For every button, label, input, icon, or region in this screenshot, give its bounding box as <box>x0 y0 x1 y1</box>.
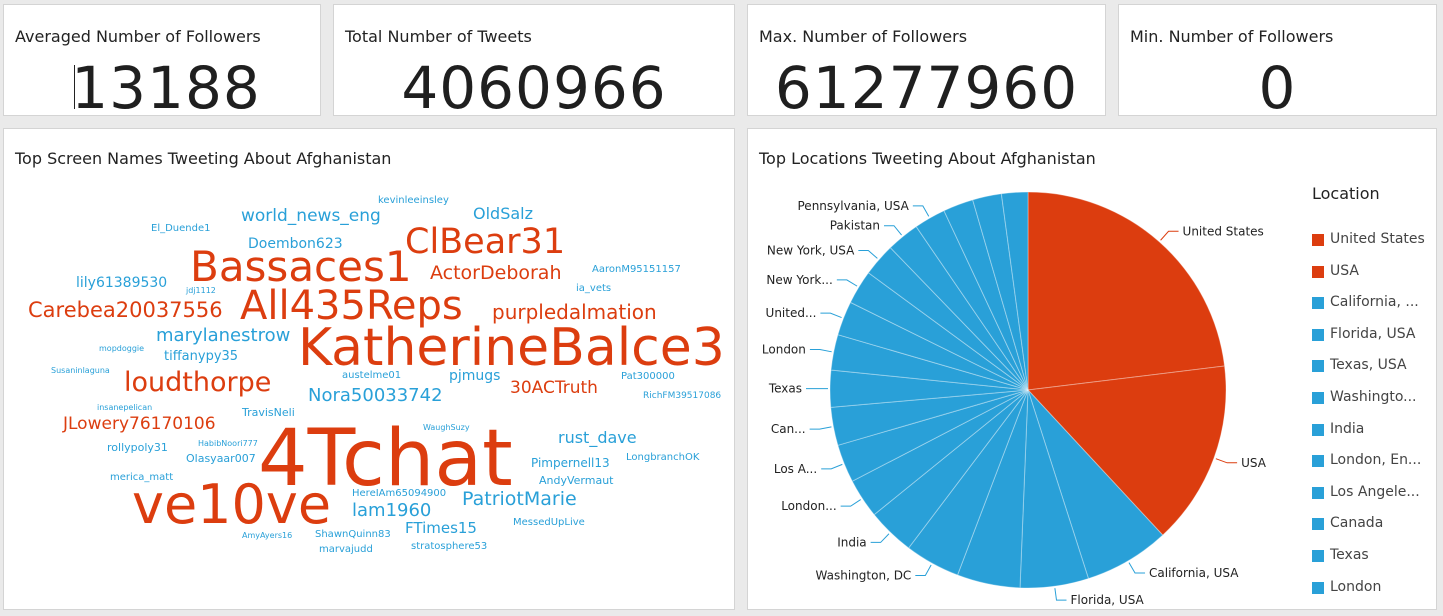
kpi-title: Averaged Number of Followers <box>15 27 261 46</box>
kpi-title: Max. Number of Followers <box>759 27 968 46</box>
wordcloud-word[interactable]: lily61389530 <box>76 275 168 291</box>
wordcloud-word[interactable]: jdj1112 <box>186 286 216 295</box>
wordcloud-word[interactable]: austelme01 <box>342 370 402 381</box>
kpi-card-total-tweets: Total Number of Tweets 4060966 <box>333 4 735 121</box>
legend-item[interactable]: India <box>1330 420 1365 437</box>
legend-item[interactable]: Los Angele... <box>1330 483 1420 500</box>
kpi-title: Total Number of Tweets <box>345 27 532 46</box>
wordcloud-word[interactable]: pjmugs <box>449 368 501 384</box>
wordcloud-word[interactable]: OldSalz <box>473 204 533 223</box>
wordcloud-word[interactable]: lam1960 <box>352 500 432 521</box>
legend-swatch <box>1312 550 1324 562</box>
legend-item[interactable]: Canada <box>1330 515 1384 532</box>
wordcloud-word[interactable]: HereIAm65094900 <box>352 488 447 499</box>
wordcloud-word[interactable]: tiffanypy35 <box>164 349 239 364</box>
wordcloud-word[interactable]: mopdoggie <box>99 344 145 353</box>
legend-swatch <box>1312 265 1324 278</box>
legend-swatch <box>1312 234 1324 246</box>
wordcloud-panel: Top Screen Names Tweeting About Afghanis… <box>3 128 735 610</box>
wordcloud-word[interactable]: KatherineBalce3 <box>298 318 725 378</box>
wordcloud-word[interactable]: RichFM39517086 <box>643 391 722 401</box>
wordcloud-word[interactable]: El_Duende1 <box>151 223 211 234</box>
wordcloud-word[interactable]: 4Tchat <box>258 414 513 504</box>
wordcloud-word[interactable]: All435Reps <box>240 283 463 329</box>
wordcloud-word[interactable]: AmyAyers16 <box>242 531 293 540</box>
wordcloud-word[interactable]: insanepelican <box>97 403 153 412</box>
kpi-value: 13188 <box>71 54 261 122</box>
wordcloud-word[interactable]: marvajudd <box>319 544 373 555</box>
wordcloud-word[interactable]: Nora50033742 <box>308 385 443 406</box>
wordcloud-word[interactable]: HabibNoori777 <box>198 439 258 448</box>
kpi-card-avg-followers: Averaged Number of Followers 13188 <box>3 4 321 121</box>
panel-title: Top Locations Tweeting About Afghanistan <box>759 149 1096 168</box>
wordcloud-word[interactable]: AndyVermaut <box>539 474 614 487</box>
legend-swatch <box>1312 455 1324 468</box>
kpi-value: 0 <box>1258 54 1297 122</box>
legend-swatch <box>1312 360 1324 373</box>
wordcloud-word[interactable]: JLowery76170106 <box>63 414 216 434</box>
wordcloud-word[interactable]: rollypoly31 <box>107 441 168 454</box>
wordcloud-word[interactable]: WaughSuzy <box>423 423 470 432</box>
wordcloud-word[interactable]: world_news_eng <box>241 206 381 226</box>
wordcloud-word[interactable]: PatriotMarie <box>462 488 577 510</box>
kpi-title: Min. Number of Followers <box>1130 27 1334 46</box>
wordcloud-word[interactable]: purpledalmation <box>492 300 657 324</box>
wordcloud-word[interactable]: ClBear31 <box>405 222 566 262</box>
wordcloud-word[interactable]: ActorDeborah <box>430 262 562 284</box>
wordcloud-word[interactable]: AaronM95151157 <box>592 264 681 275</box>
wordcloud-word[interactable]: Olasyaar007 <box>186 452 256 465</box>
wordcloud-word[interactable]: Doembon623 <box>248 236 343 252</box>
legend-item[interactable]: Texas, USA <box>1330 357 1407 374</box>
wordcloud-word[interactable]: ve10ve <box>132 473 332 536</box>
wordcloud-word[interactable]: marylanestrow <box>156 325 291 346</box>
wordcloud-word[interactable]: Pat300000 <box>621 371 675 382</box>
wordcloud-word[interactable]: loudthorpe <box>124 367 272 398</box>
kpi-card-max-followers: Max. Number of Followers 61277960 <box>747 4 1106 121</box>
wordcloud-word[interactable]: Pimpernell13 <box>531 456 610 470</box>
legend-item[interactable]: USA <box>1330 262 1359 279</box>
legend-swatch <box>1312 392 1324 404</box>
legend-swatch <box>1312 328 1324 341</box>
kpi-value: 4060966 <box>401 54 667 122</box>
wordcloud-word[interactable]: ia_vets <box>576 283 612 294</box>
wordcloud-word[interactable]: TravisNeli <box>242 406 295 419</box>
wordcloud-word[interactable]: merica_matt <box>110 472 174 483</box>
legend-item[interactable]: United States <box>1330 231 1425 247</box>
legend-swatch <box>1312 423 1324 436</box>
legend-item[interactable]: Washingto... <box>1330 389 1417 405</box>
wordcloud-word[interactable]: Bassaces1 <box>190 242 412 291</box>
wordcloud: 4Tchat KatherineBalce3 ve10ve All435Reps Bas… <box>28 195 725 555</box>
legend-swatch <box>1312 518 1324 531</box>
wordcloud-word[interactable]: Carebea20037556 <box>28 298 223 322</box>
legend-title: Location <box>1312 184 1380 203</box>
legend-item[interactable]: California, ... <box>1330 294 1419 311</box>
legend-swatch <box>1312 486 1324 499</box>
legend-item[interactable]: Florida, USA <box>1330 325 1416 342</box>
wordcloud-word[interactable]: Susaninlaguna <box>51 366 110 375</box>
text-cursor <box>74 65 75 109</box>
wordcloud-word[interactable]: stratosphere53 <box>411 541 488 552</box>
wordcloud-word[interactable]: ShawnQuinn83 <box>315 529 391 540</box>
kpi-value: 61277960 <box>774 54 1079 122</box>
panel-title: Top Screen Names Tweeting About Afghanis… <box>15 149 392 168</box>
legend-item[interactable]: London, En... <box>1330 452 1422 469</box>
legend-swatch <box>1312 581 1324 594</box>
wordcloud-word[interactable]: FTimes15 <box>405 519 477 537</box>
legend-swatch <box>1312 297 1324 310</box>
wordcloud-word[interactable]: rust_dave <box>558 428 637 447</box>
kpi-card-min-followers: Min. Number of Followers 0 <box>1118 4 1437 121</box>
legend-item[interactable]: London <box>1330 578 1382 595</box>
wordcloud-word[interactable]: LongbranchOK <box>626 452 700 463</box>
legend-item[interactable]: Texas <box>1330 547 1369 563</box>
wordcloud-word[interactable]: kevinleeinsley <box>378 195 449 206</box>
wordcloud-word[interactable]: 30ACTruth <box>510 378 598 398</box>
wordcloud-word[interactable]: MessedUpLive <box>513 517 585 528</box>
